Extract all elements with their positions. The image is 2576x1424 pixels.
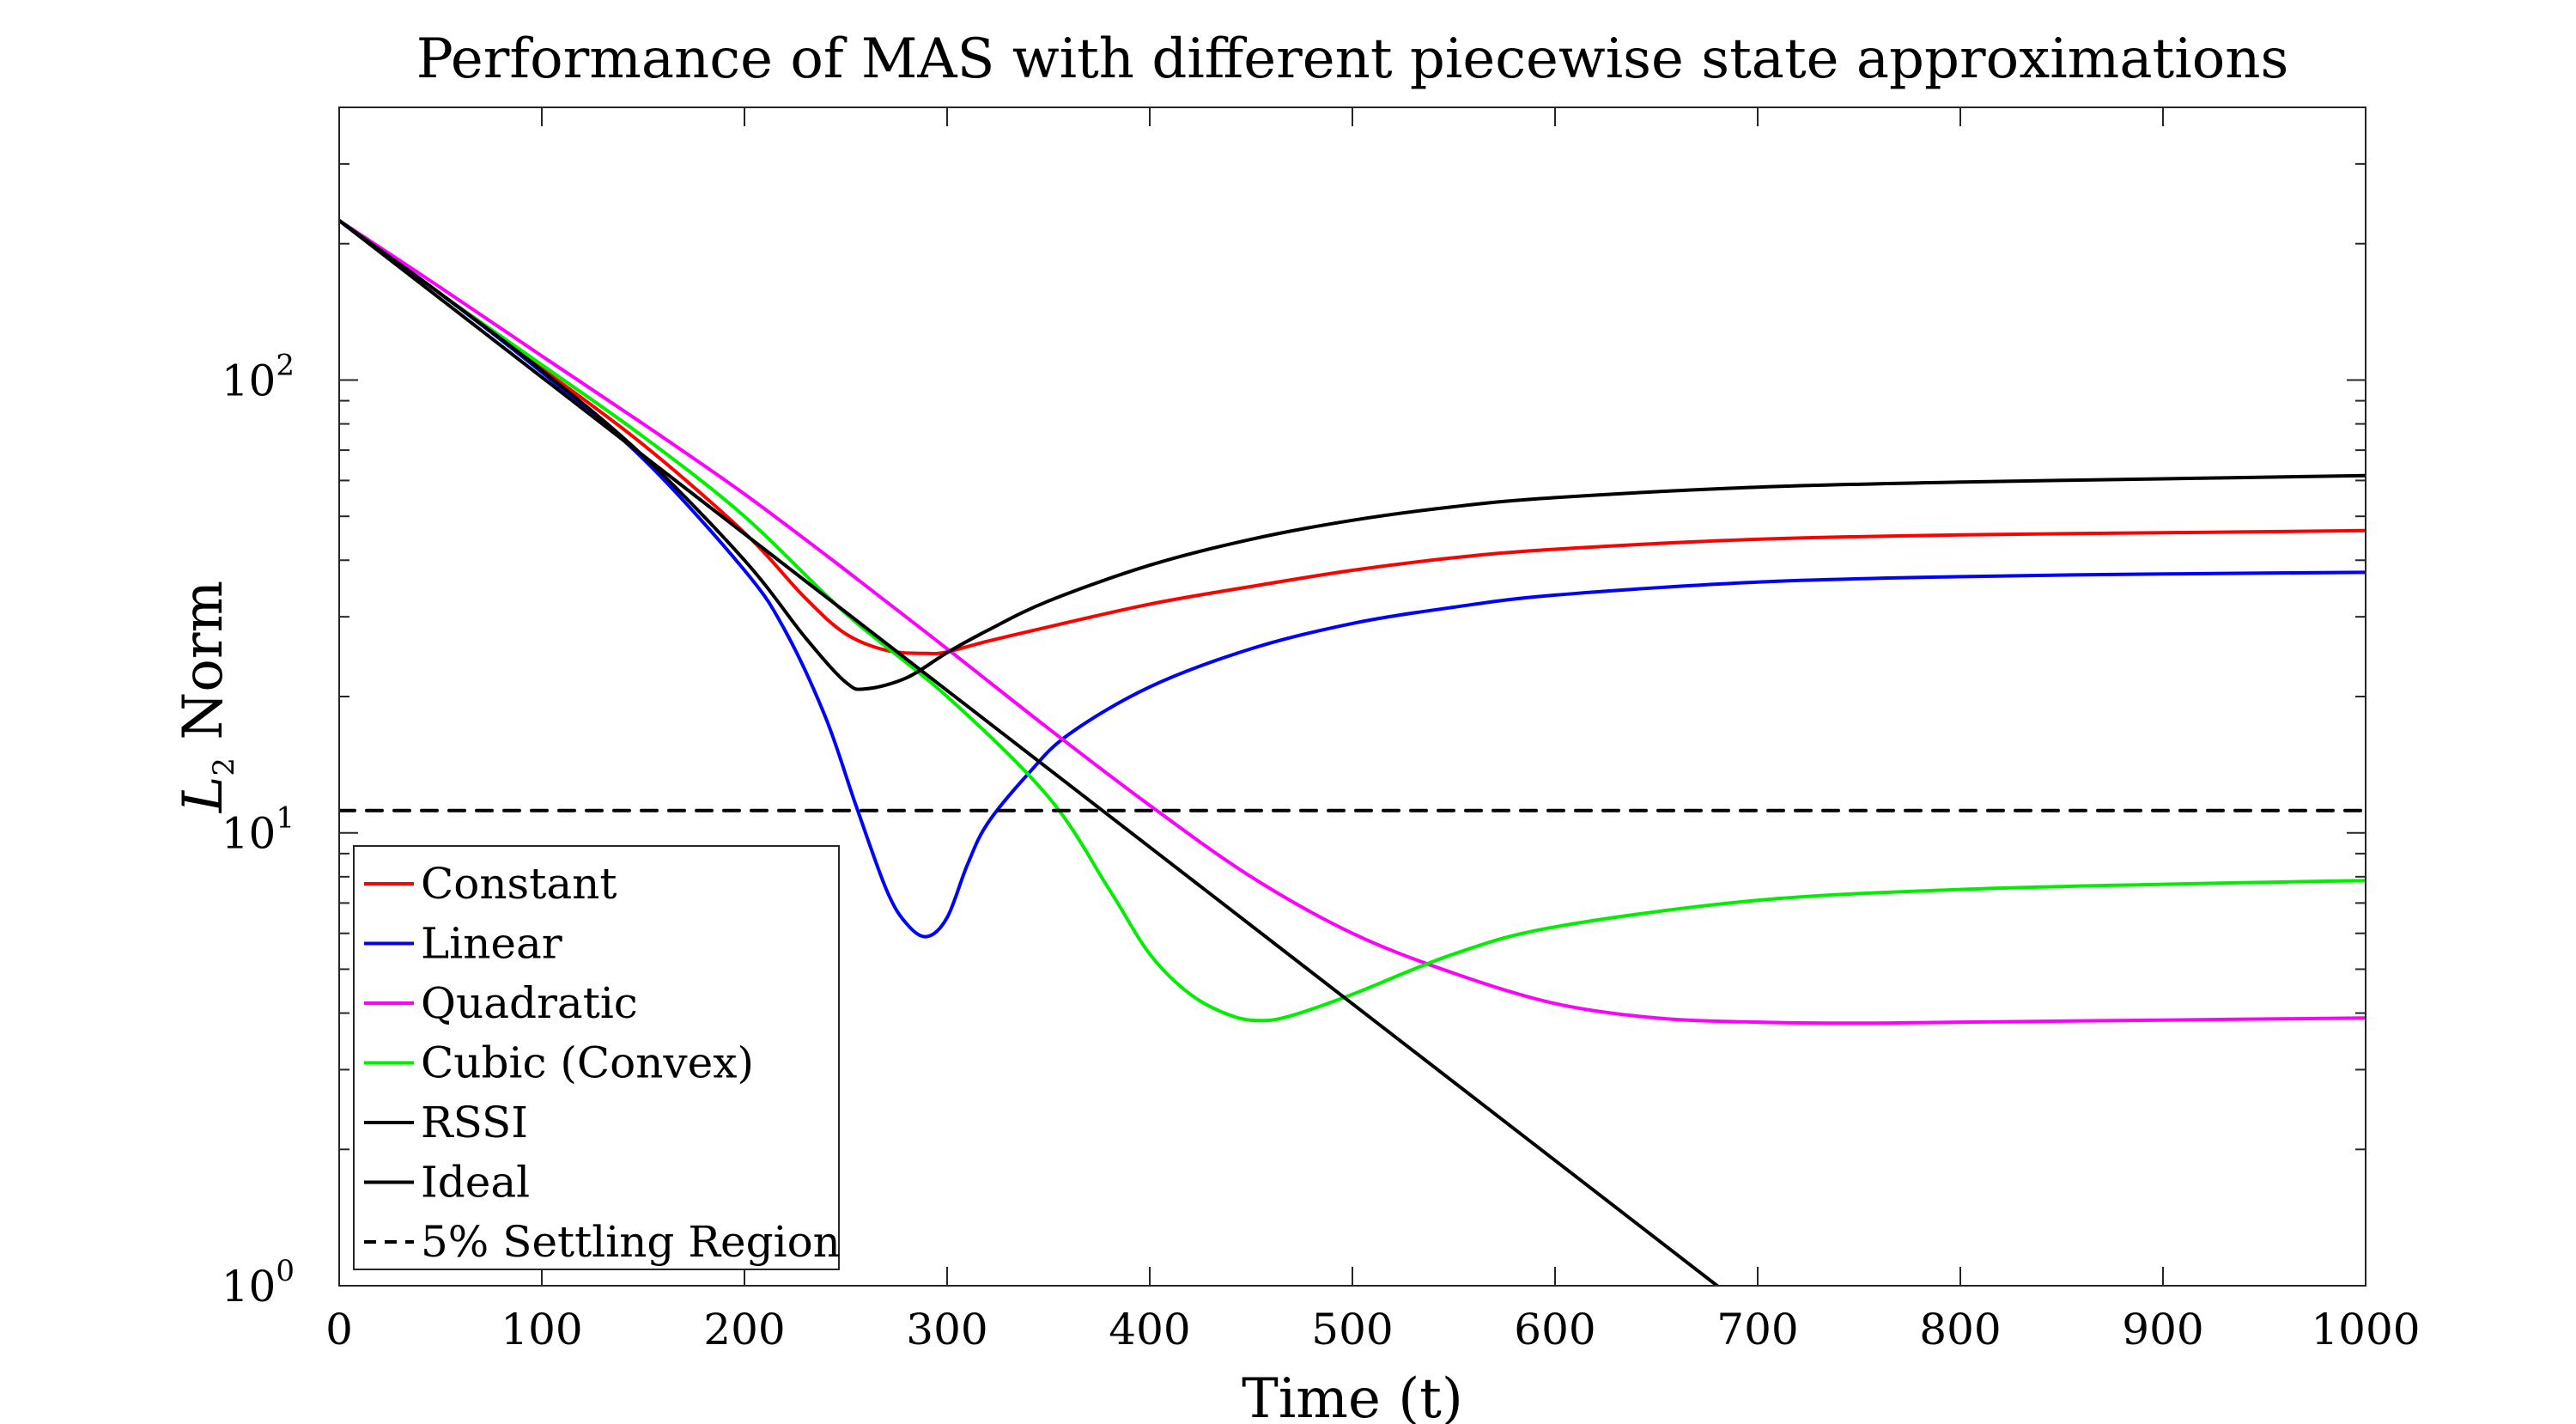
y-tick-exponent: 0 (276, 1254, 295, 1288)
legend-label-linear: Linear (421, 919, 562, 969)
x-tick-label: 0 (325, 1305, 353, 1354)
x-axis-label: Time (t) (1242, 1367, 1463, 1424)
x-tick-label: 100 (501, 1305, 582, 1354)
series-line-quadratic (339, 218, 2366, 1025)
x-tick-label: 700 (1716, 1305, 1798, 1354)
chart-title: Performance of MAS with different piecew… (416, 27, 2289, 91)
series-line-cubic-convex (339, 218, 2366, 1023)
y-axis-label-subscript: 2 (207, 758, 241, 776)
x-tick-label: 400 (1109, 1305, 1190, 1354)
series-line-constant (339, 218, 2366, 655)
x-tick-label: 900 (2122, 1305, 2203, 1354)
legend-label-cubic-convex: Cubic (Convex) (421, 1038, 754, 1088)
legend-label-quadratic: Quadratic (421, 978, 638, 1028)
y-tick-base: 10 (222, 356, 276, 405)
y-tick-label: 101 (222, 801, 295, 859)
legend-label-rssi: RSSI (421, 1098, 528, 1147)
y-tick-exponent: 1 (276, 801, 295, 836)
y-tick-base: 10 (222, 809, 276, 859)
legend: Constant Linear Quadratic Cubic (Convex) RSS… (353, 845, 841, 1270)
y-tick-exponent: 2 (276, 348, 295, 382)
series-line-ideal (339, 218, 1719, 1286)
x-tick-label: 600 (1514, 1305, 1595, 1354)
y-tick-base: 10 (222, 1262, 276, 1311)
y-axis-label-rest: Norm (172, 581, 235, 758)
x-tick-label: 200 (703, 1305, 785, 1354)
y-axis-label: L2 Norm (172, 581, 241, 813)
y-tick-label: 100 (222, 1254, 295, 1311)
legend-label-ideal: Ideal (421, 1158, 530, 1208)
legend-label-5-settling-region: 5% Settling Region (421, 1217, 841, 1267)
y-tick-label: 102 (222, 348, 295, 405)
x-tick-label: 300 (906, 1305, 987, 1354)
legend-label-constant: Constant (421, 859, 617, 909)
x-tick-label: 800 (1919, 1305, 2001, 1354)
y-axis-label-main: L (172, 776, 235, 814)
series-layer (339, 218, 2366, 1286)
x-tick-label: 500 (1311, 1305, 1393, 1354)
x-tick-label: 1000 (2311, 1305, 2420, 1354)
series-line-linear (339, 218, 2366, 939)
legend-box (353, 845, 840, 1270)
ticks-layer: 0 100 200 300 400 500 600 700 800 900 100010010110… (222, 106, 2421, 1354)
